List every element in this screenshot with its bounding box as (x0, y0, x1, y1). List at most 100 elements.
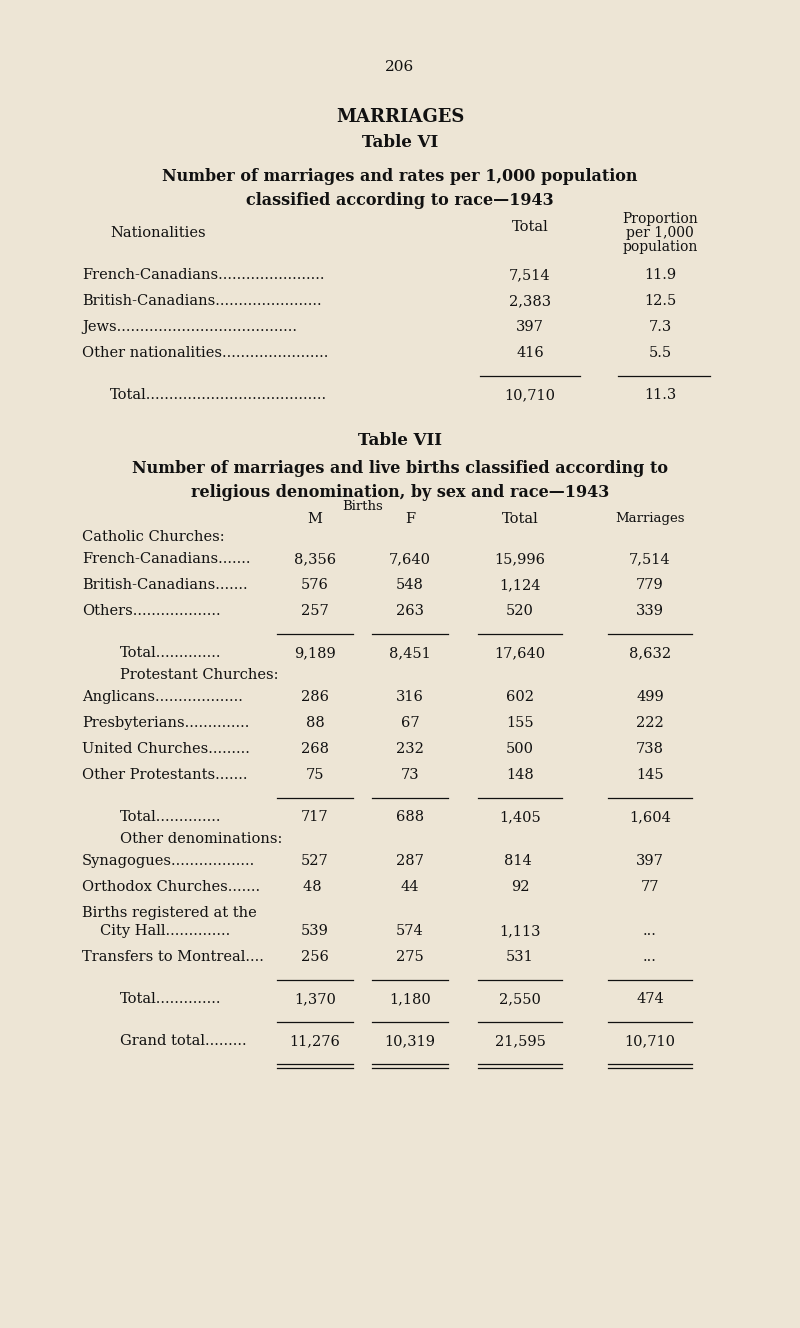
Text: 8,356: 8,356 (294, 552, 336, 566)
Text: 527: 527 (301, 854, 329, 869)
Text: 257: 257 (301, 604, 329, 618)
Text: 8,632: 8,632 (629, 645, 671, 660)
Text: 9,189: 9,189 (294, 645, 336, 660)
Text: City Hall..............: City Hall.............. (100, 924, 230, 938)
Text: Other Protestants.......: Other Protestants....... (82, 768, 247, 782)
Text: 520: 520 (506, 604, 534, 618)
Text: 286: 286 (301, 691, 329, 704)
Text: 145: 145 (636, 768, 664, 782)
Text: Transfers to Montreal....: Transfers to Montreal.... (82, 950, 264, 964)
Text: Grand total.........: Grand total......... (120, 1035, 246, 1048)
Text: 602: 602 (506, 691, 534, 704)
Text: Jews.......................................: Jews....................................… (82, 320, 297, 335)
Text: 7,514: 7,514 (509, 268, 551, 282)
Text: 77: 77 (641, 880, 659, 894)
Text: 316: 316 (396, 691, 424, 704)
Text: French-Canadians.......................: French-Canadians....................... (82, 268, 325, 282)
Text: Catholic Churches:: Catholic Churches: (82, 530, 225, 544)
Text: 1,124: 1,124 (499, 578, 541, 592)
Text: 88: 88 (306, 716, 324, 730)
Text: 10,319: 10,319 (385, 1035, 435, 1048)
Text: 268: 268 (301, 742, 329, 756)
Text: 75: 75 (306, 768, 324, 782)
Text: 12.5: 12.5 (644, 293, 676, 308)
Text: British-Canadians.......................: British-Canadians....................... (82, 293, 322, 308)
Text: 67: 67 (401, 716, 419, 730)
Text: Marriages: Marriages (615, 513, 685, 525)
Text: Births registered at the: Births registered at the (82, 906, 257, 920)
Text: Number of marriages and rates per 1,000 population: Number of marriages and rates per 1,000 … (162, 169, 638, 185)
Text: 531: 531 (506, 950, 534, 964)
Text: Nationalities: Nationalities (110, 226, 206, 240)
Text: 397: 397 (516, 320, 544, 335)
Text: F: F (405, 513, 415, 526)
Text: 1,113: 1,113 (499, 924, 541, 938)
Text: religious denomination, by sex and race—1943: religious denomination, by sex and race—… (191, 483, 609, 501)
Text: 7,640: 7,640 (389, 552, 431, 566)
Text: classified according to race—1943: classified according to race—1943 (246, 193, 554, 208)
Text: 21,595: 21,595 (494, 1035, 546, 1048)
Text: 11,276: 11,276 (290, 1035, 341, 1048)
Text: 576: 576 (301, 578, 329, 592)
Text: Total: Total (502, 513, 538, 526)
Text: 1,405: 1,405 (499, 810, 541, 823)
Text: Protestant Churches:: Protestant Churches: (120, 668, 278, 683)
Text: 11.9: 11.9 (644, 268, 676, 282)
Text: Table VI: Table VI (362, 134, 438, 151)
Text: Total..............: Total.............. (120, 992, 222, 1007)
Text: Total..............: Total.............. (120, 810, 222, 823)
Text: 779: 779 (636, 578, 664, 592)
Text: United Churches.........: United Churches......... (82, 742, 250, 756)
Text: ...: ... (643, 924, 657, 938)
Text: 539: 539 (301, 924, 329, 938)
Text: 738: 738 (636, 742, 664, 756)
Text: 263: 263 (396, 604, 424, 618)
Text: 717: 717 (301, 810, 329, 823)
Text: 10,710: 10,710 (505, 388, 555, 402)
Text: 5.5: 5.5 (649, 347, 671, 360)
Text: Total.......................................: Total...................................… (110, 388, 327, 402)
Text: per 1,000: per 1,000 (626, 226, 694, 240)
Text: MARRIAGES: MARRIAGES (336, 108, 464, 126)
Text: French-Canadians.......: French-Canadians....... (82, 552, 250, 566)
Text: 206: 206 (386, 60, 414, 74)
Text: 17,640: 17,640 (494, 645, 546, 660)
Text: Proportion: Proportion (622, 212, 698, 226)
Text: 499: 499 (636, 691, 664, 704)
Text: 8,451: 8,451 (389, 645, 431, 660)
Text: 7,514: 7,514 (629, 552, 671, 566)
Text: Number of marriages and live births classified according to: Number of marriages and live births clas… (132, 459, 668, 477)
Text: ...: ... (643, 950, 657, 964)
Text: 688: 688 (396, 810, 424, 823)
Text: Table VII: Table VII (358, 432, 442, 449)
Text: 548: 548 (396, 578, 424, 592)
Text: Presbyterians..............: Presbyterians.............. (82, 716, 250, 730)
Text: 474: 474 (636, 992, 664, 1007)
Text: Others...................: Others................... (82, 604, 221, 618)
Text: 397: 397 (636, 854, 664, 869)
Text: Anglicans...................: Anglicans................... (82, 691, 243, 704)
Text: 275: 275 (396, 950, 424, 964)
Text: 92: 92 (510, 880, 530, 894)
Text: 1,604: 1,604 (629, 810, 671, 823)
Text: 155: 155 (506, 716, 534, 730)
Text: 232: 232 (396, 742, 424, 756)
Text: 48: 48 (303, 880, 326, 894)
Text: Other denominations:: Other denominations: (120, 833, 282, 846)
Text: Total..............: Total.............. (120, 645, 222, 660)
Text: Orthodox Churches.......: Orthodox Churches....... (82, 880, 260, 894)
Text: 73: 73 (401, 768, 419, 782)
Text: 574: 574 (396, 924, 424, 938)
Text: M: M (307, 513, 322, 526)
Text: 10,710: 10,710 (625, 1035, 675, 1048)
Text: 148: 148 (506, 768, 534, 782)
Text: British-Canadians.......: British-Canadians....... (82, 578, 248, 592)
Text: 2,383: 2,383 (509, 293, 551, 308)
Text: 339: 339 (636, 604, 664, 618)
Text: 11.3: 11.3 (644, 388, 676, 402)
Text: 416: 416 (516, 347, 544, 360)
Text: 1,370: 1,370 (294, 992, 336, 1007)
Text: Births: Births (342, 501, 383, 513)
Text: 256: 256 (301, 950, 329, 964)
Text: 222: 222 (636, 716, 664, 730)
